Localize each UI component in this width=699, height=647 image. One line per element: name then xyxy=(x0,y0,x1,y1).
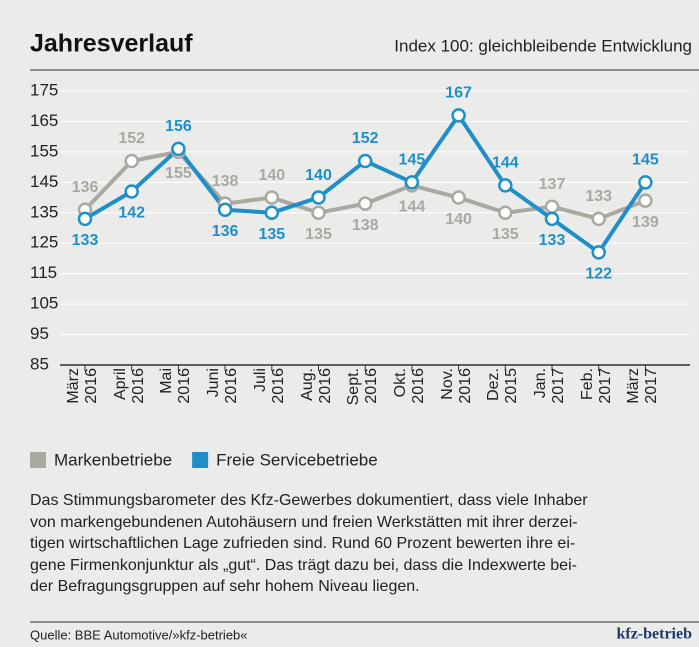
body-text: Das Stimmungsbarometer des Kfz-Gewerbes … xyxy=(30,492,588,509)
point xyxy=(311,205,326,221)
y-tick-label: 175 xyxy=(30,80,58,99)
data-label: 156 xyxy=(165,118,192,135)
body-text: gene Firmenkonjunktur als „gut“. Das trä… xyxy=(30,556,577,574)
y-tick-label: 145 xyxy=(30,172,58,191)
point xyxy=(451,108,466,123)
data-label: 133 xyxy=(585,188,612,205)
data-label: 155 xyxy=(165,165,192,182)
point xyxy=(311,190,326,205)
data-label: 135 xyxy=(258,226,285,243)
x-tick-label: März 2016 xyxy=(65,368,100,404)
point xyxy=(638,175,653,190)
x-tick-label: Dez. 2015 xyxy=(485,368,521,404)
chart-title: Jahresverlauf xyxy=(30,30,193,58)
y-tick-label: 115 xyxy=(30,263,57,282)
x-tick-label: Feb. 2017 xyxy=(578,368,614,404)
point xyxy=(264,190,280,205)
point xyxy=(124,153,139,169)
data-label: 145 xyxy=(632,152,659,169)
data-label: 137 xyxy=(539,176,566,193)
body-text: der Befragungsgruppen auf sehr hohem Niv… xyxy=(30,578,420,595)
body-text: von markengebundenen Autohäusern und fre… xyxy=(30,513,578,531)
x-tick-label: April 2016 xyxy=(111,368,147,404)
body-text: tigen wirtschaftlichen Lage zufrieden si… xyxy=(30,535,576,552)
point xyxy=(357,153,373,169)
x-tick-label: Mai 2016 xyxy=(158,368,194,404)
point xyxy=(498,205,513,221)
data-label: 122 xyxy=(585,266,612,283)
data-label: 152 xyxy=(118,130,145,147)
data-label: 135 xyxy=(492,226,519,243)
data-label: 133 xyxy=(72,232,99,249)
legend-label: Markenbetriebe xyxy=(54,450,172,469)
point xyxy=(357,196,373,211)
legend-label: Freie Servicebetriebe xyxy=(216,450,378,469)
y-tick-label: 135 xyxy=(30,202,58,221)
x-tick-label: Sept. 2016 xyxy=(345,368,381,406)
x-tick-label: Nov. 2016 xyxy=(438,368,474,404)
x-tick-label: Aug. 2016 xyxy=(298,368,334,404)
data-label: 140 xyxy=(258,167,285,184)
x-tick-label: Juli 2016 xyxy=(251,368,287,404)
chart-subtitle: Index 100: gleichbleibende Entwicklung xyxy=(394,36,692,55)
data-label: 142 xyxy=(118,205,145,222)
point xyxy=(451,190,466,205)
data-label: 140 xyxy=(445,211,472,228)
point xyxy=(171,141,186,157)
data-label: 138 xyxy=(352,217,379,234)
data-label: 145 xyxy=(399,152,426,169)
legend-swatch xyxy=(30,452,46,468)
y-tick-label: 105 xyxy=(30,294,58,313)
y-tick-label: 85 xyxy=(30,354,49,373)
logo: kfz-betrieb xyxy=(616,626,692,643)
source: Quelle: BBE Automotive/»kfz-betrieb« xyxy=(30,627,248,642)
y-tick-label: 165 xyxy=(30,111,58,130)
x-tick-label: Jan. 2017 xyxy=(532,368,567,404)
data-label: 140 xyxy=(305,167,332,184)
x-tick-label: März 2017 xyxy=(625,368,661,404)
data-label: 144 xyxy=(492,155,519,172)
x-tick-label: Okt. 2016 xyxy=(391,368,427,404)
data-label: 136 xyxy=(212,223,239,240)
x-tick-label: Juni 2016 xyxy=(205,368,241,404)
data-label: 138 xyxy=(212,173,239,190)
data-label: 152 xyxy=(352,130,379,147)
data-label: 144 xyxy=(399,199,426,216)
point xyxy=(591,245,606,260)
point xyxy=(498,178,513,193)
point xyxy=(591,211,606,227)
y-tick-label: 125 xyxy=(30,233,58,252)
data-label: 135 xyxy=(305,226,332,243)
point xyxy=(544,199,560,214)
point xyxy=(124,184,139,199)
point xyxy=(544,211,560,227)
legend-swatch xyxy=(192,452,209,468)
data-label: 136 xyxy=(72,179,99,196)
point xyxy=(217,202,233,217)
point xyxy=(404,175,420,190)
point xyxy=(264,205,280,221)
point xyxy=(638,193,653,208)
data-label: 139 xyxy=(632,214,659,231)
data-label: 133 xyxy=(539,232,566,249)
data-label: 167 xyxy=(445,85,472,102)
y-tick-label: 95 xyxy=(30,324,49,343)
point xyxy=(77,211,93,227)
y-tick-label: 155 xyxy=(30,141,58,160)
